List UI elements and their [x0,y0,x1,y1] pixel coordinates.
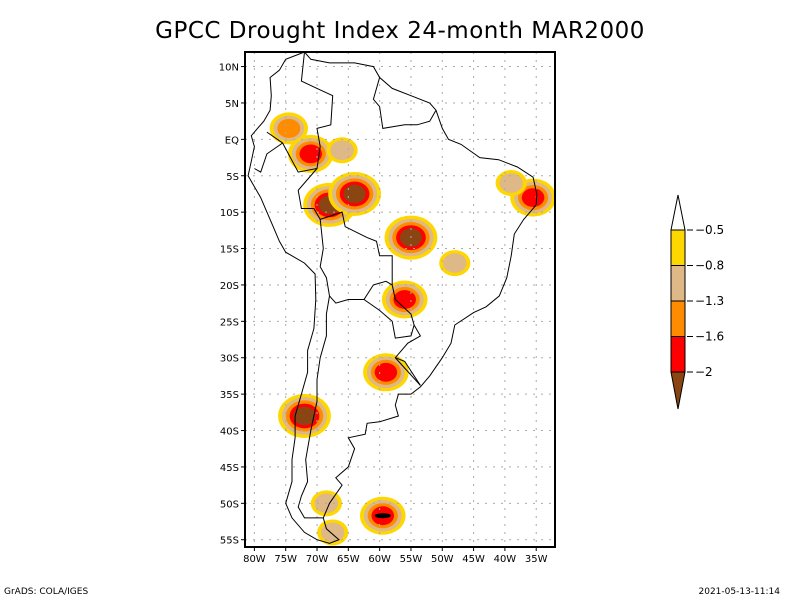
lon-tick-label: 40W [494,554,517,565]
legend-color-band [670,300,686,337]
legend-color-band [670,336,686,373]
lon-tick-label: 50W [431,554,454,565]
lon-tick-label: 45W [462,554,485,565]
legend-label: −0.5 [695,223,724,237]
national-border [266,52,334,173]
legend-label: −2 [695,365,713,379]
contour-band [393,290,416,309]
lat-tick-label: 5S [226,172,239,183]
contour-band [330,140,354,161]
lon-tick-label: 70W [306,554,329,565]
lat-tick-label: 20S [220,281,239,292]
legend-label: −0.8 [695,259,724,273]
national-border [319,219,393,304]
contour-band [343,184,366,204]
legend-above-triangle [670,194,686,231]
national-border [363,299,415,339]
legend-color-band [670,265,686,302]
coastline [247,52,538,544]
lon-tick-label: 75W [274,554,297,565]
lon-tick-label: 60W [368,554,391,565]
colorbar-legend: −0.5 −0.8 −1.3 −1.6 −2 [670,194,724,410]
contour-band [374,362,398,382]
chart-title: GPCC Drought Index 24-month MAR2000 [155,18,645,44]
lat-tick-label: 30S [220,354,239,365]
lat-tick-label: 25S [220,317,239,328]
lat-tick-label: 45S [220,463,239,474]
national-border [297,168,422,386]
national-border [297,295,330,519]
axis-ticks: 10N 5N EQ 5S 10S 15S 20S 25S 30S 35S 40S 45S 50S 55S 8… [219,63,548,565]
lat-tick-label: 10N [219,63,239,74]
contour-band [277,118,301,139]
footer-timestamp: 2021-05-13-11:14 [698,587,781,597]
lon-tick-label: 55W [400,554,423,565]
national-border [254,142,283,173]
plot-frame [244,51,556,548]
footer-credit: GrADS: COLA/IGES [4,587,89,597]
legend-below-triangle [670,371,686,410]
national-border [395,357,421,386]
contour-band [299,144,323,164]
lon-tick-label: 35W [525,554,548,565]
contour-band [293,406,316,426]
lon-tick-label: 65W [337,554,360,565]
lat-tick-label: EQ [225,135,239,146]
contour-band [320,522,345,543]
lat-tick-label: 35S [220,390,239,401]
lat-tick-label: 40S [220,427,239,438]
national-border [372,77,437,129]
lat-tick-label: 55S [220,536,239,547]
legend-label: −1.6 [695,330,724,344]
lat-tick-label: 5N [225,99,239,110]
lon-tick-label: 80W [243,554,266,565]
contour-band [443,253,467,273]
contour-band [521,188,545,207]
lat-tick-label: 50S [220,499,239,510]
falklands-island [374,513,391,519]
legend-color-band [670,229,686,266]
contour-band [499,173,523,193]
legend-label: −1.3 [695,294,724,308]
coastlines [247,52,538,544]
lat-tick-label: 15S [220,245,239,256]
lat-tick-label: 10S [220,208,239,219]
